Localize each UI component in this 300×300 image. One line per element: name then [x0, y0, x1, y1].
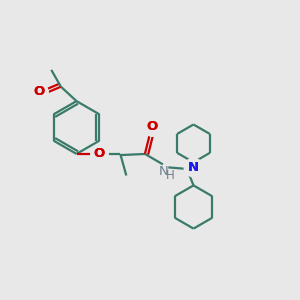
- Text: H: H: [166, 169, 175, 182]
- Point: [191, 165, 196, 170]
- Text: O: O: [146, 120, 158, 134]
- Text: O: O: [34, 85, 45, 98]
- Text: O: O: [93, 147, 104, 161]
- Point: [96, 152, 101, 156]
- Point: [37, 89, 42, 94]
- Point: [150, 124, 154, 129]
- Text: O: O: [93, 147, 104, 161]
- Text: N: N: [159, 165, 168, 178]
- Text: N: N: [188, 161, 199, 174]
- Text: O: O: [146, 120, 158, 134]
- Text: O: O: [34, 85, 45, 98]
- Text: N: N: [188, 161, 199, 174]
